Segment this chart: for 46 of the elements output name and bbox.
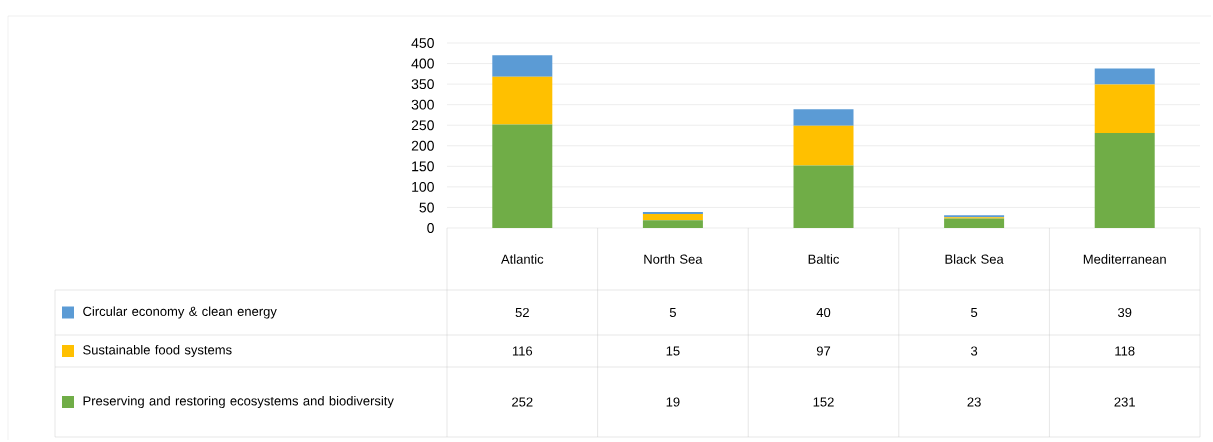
y-tick-label: 150 bbox=[412, 161, 434, 172]
legend-label: Sustainable food systems bbox=[83, 344, 232, 358]
x-tick-label: Atlantic bbox=[501, 254, 544, 264]
data-label: 5 bbox=[669, 307, 676, 318]
bar bbox=[642, 214, 703, 221]
data-label: 19 bbox=[666, 397, 680, 407]
bar bbox=[492, 55, 553, 77]
bar bbox=[1094, 133, 1155, 228]
bar bbox=[492, 76, 553, 125]
data-label: 15 bbox=[666, 346, 680, 356]
y-tick-label: 450 bbox=[411, 38, 434, 48]
x-tick-label: Mediterranean bbox=[1083, 254, 1166, 264]
y-tick-label: 50 bbox=[419, 202, 434, 213]
y-tick-label: 250 bbox=[411, 120, 434, 131]
y-tick-label: 350 bbox=[411, 79, 434, 90]
bar bbox=[793, 109, 854, 126]
y-tick-label: 200 bbox=[411, 140, 434, 151]
x-tick-label: North Sea bbox=[644, 254, 703, 264]
data-label: 3 bbox=[971, 346, 978, 356]
data-label: 116 bbox=[512, 346, 533, 356]
x-tick-label: Black Sea bbox=[945, 254, 1004, 264]
bar bbox=[1094, 68, 1155, 85]
legend-label: Preserving and restoring ecosystems and biodiversity bbox=[83, 395, 394, 409]
data-label: 23 bbox=[967, 397, 981, 407]
bar bbox=[492, 124, 553, 228]
x-tick-label: Baltic bbox=[808, 254, 840, 264]
data-label: 52 bbox=[515, 307, 529, 318]
data-label: 40 bbox=[816, 307, 831, 318]
data-label: 231 bbox=[1114, 397, 1135, 407]
y-tick-label: 400 bbox=[411, 58, 434, 69]
data-label: 152 bbox=[813, 397, 834, 407]
legend-label: Circular economy & clean energy bbox=[83, 306, 277, 319]
bar bbox=[793, 125, 854, 166]
bar bbox=[642, 211, 703, 215]
data-label: 97 bbox=[816, 346, 831, 356]
y-tick-label: 0 bbox=[427, 223, 434, 233]
y-tick-label: 300 bbox=[411, 99, 434, 110]
y-tick-label: 100 bbox=[412, 181, 434, 192]
data-label: 39 bbox=[1117, 307, 1132, 318]
data-label: 5 bbox=[971, 307, 978, 318]
bar bbox=[1094, 84, 1155, 134]
bar bbox=[642, 220, 703, 228]
data-label: 252 bbox=[512, 397, 533, 407]
bar bbox=[793, 165, 854, 228]
data-label: 118 bbox=[1115, 346, 1135, 356]
bar bbox=[944, 218, 1005, 228]
